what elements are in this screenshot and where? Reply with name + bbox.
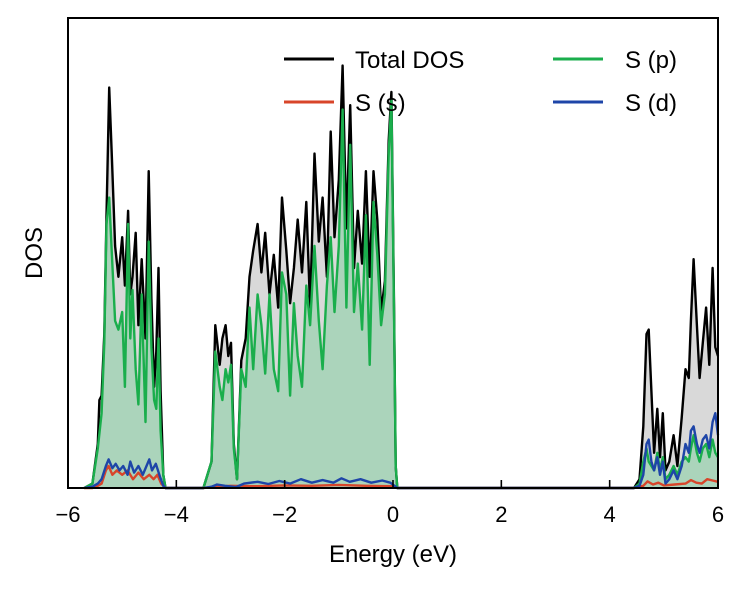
x-tick-label: 4 bbox=[604, 502, 616, 527]
x-tick-label: 6 bbox=[712, 502, 724, 527]
area-s-p bbox=[84, 100, 718, 489]
x-tick-label: −2 bbox=[272, 502, 297, 527]
x-tick-label: −6 bbox=[55, 502, 80, 527]
x-tick-label: 0 bbox=[387, 502, 399, 527]
x-tick-label: −4 bbox=[164, 502, 189, 527]
line-s-d bbox=[84, 412, 720, 490]
area-total-dos bbox=[84, 65, 718, 488]
area-fills bbox=[84, 65, 718, 489]
x-tick-label: 2 bbox=[495, 502, 507, 527]
y-axis-label: DOS bbox=[21, 227, 48, 279]
legend-label-s-d: S (d) bbox=[625, 90, 677, 117]
series-lines bbox=[83, 64, 720, 490]
legend-label-s-s: S (s) bbox=[355, 90, 406, 117]
line-s-s bbox=[84, 464, 719, 490]
line-s-p bbox=[83, 99, 720, 490]
x-axis-label: Energy (eV) bbox=[329, 541, 457, 568]
legend-label-s-p: S (p) bbox=[625, 47, 677, 74]
line-total-dos bbox=[83, 64, 720, 490]
x-axis-ticks: −6 −4 −2 0 2 4 6 bbox=[55, 480, 724, 527]
legend: Total DOS S (s) S (p) S (d) bbox=[284, 47, 677, 117]
legend-label-total-dos: Total DOS bbox=[355, 47, 464, 74]
